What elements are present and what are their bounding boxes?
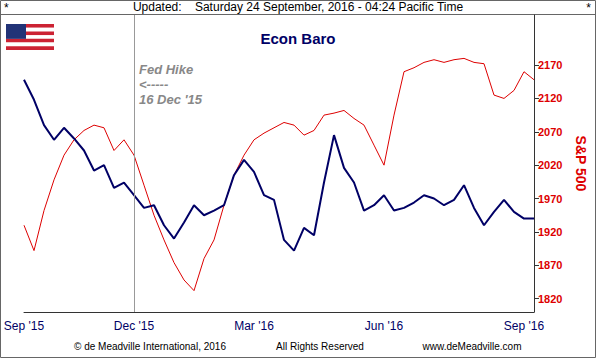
svg-text:16 Dec '15: 16 Dec '15: [139, 92, 203, 107]
svg-text:Sep '16: Sep '16: [504, 319, 545, 333]
svg-text:*: *: [586, 1, 591, 15]
svg-text:2120: 2120: [538, 92, 562, 104]
svg-text:2170: 2170: [538, 59, 562, 71]
svg-text:All Rights Reserved: All Rights Reserved: [276, 341, 364, 352]
svg-text:S&P 500: S&P 500: [573, 136, 589, 192]
svg-text:Econ Baro: Econ Baro: [260, 30, 335, 47]
svg-text:Updated: Saturday 24 Septem: Updated: Saturday 24 September, 2016 - 0…: [133, 0, 464, 14]
svg-text:1970: 1970: [538, 193, 562, 205]
svg-text:1870: 1870: [538, 259, 562, 271]
svg-text:www.deMeadville.com: www.deMeadville.com: [422, 341, 522, 352]
svg-text:Jun '16: Jun '16: [365, 319, 404, 333]
svg-text:<-----: <-----: [139, 77, 168, 92]
svg-text:1920: 1920: [538, 226, 562, 238]
svg-text:Sep '15: Sep '15: [4, 319, 45, 333]
svg-text:© de Meadville International,: © de Meadville International, 2016: [74, 341, 226, 352]
svg-text:2020: 2020: [538, 159, 562, 171]
svg-text:1820: 1820: [538, 293, 562, 305]
svg-text:Fed Hike: Fed Hike: [139, 62, 193, 77]
svg-text:*: *: [4, 1, 9, 15]
svg-text:2070: 2070: [538, 126, 562, 138]
svg-text:Mar '16: Mar '16: [234, 319, 274, 333]
svg-text:Dec '15: Dec '15: [114, 319, 155, 333]
